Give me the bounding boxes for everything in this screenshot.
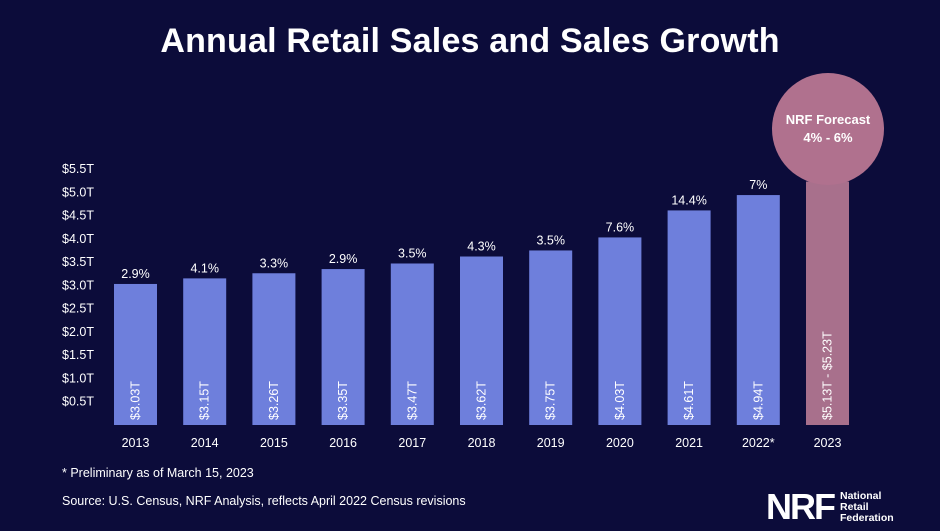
bar-value-label: $4.94T — [751, 381, 765, 420]
page-title: Annual Retail Sales and Sales Growth — [160, 22, 780, 60]
x-tick-label: 2022* — [742, 436, 775, 450]
growth-label: 2.9% — [121, 267, 150, 281]
y-tick-label: $2.5T — [62, 302, 94, 316]
x-tick-label: 2020 — [606, 436, 634, 450]
bar — [667, 210, 711, 425]
bar-value-label: $3.03T — [129, 381, 143, 420]
y-tick-label: $3.0T — [62, 278, 94, 292]
bar — [321, 269, 365, 425]
y-tick-label: $0.5T — [62, 395, 94, 409]
bar-value-label: $3.35T — [336, 381, 350, 420]
x-tick-label: 2015 — [260, 436, 288, 450]
x-tick-label: 2014 — [191, 436, 219, 450]
x-tick-label: 2017 — [398, 436, 426, 450]
bar-value-label: $3.15T — [198, 381, 212, 420]
logo-line-1: National — [840, 489, 882, 502]
x-tick-label: 2016 — [329, 436, 357, 450]
y-tick-label: $5.0T — [62, 185, 94, 199]
bar-value-label: $3.62T — [475, 381, 489, 420]
growth-label: 4.3% — [467, 240, 496, 254]
growth-label: 14.4% — [671, 193, 706, 207]
logo-mark: NRF — [766, 486, 836, 527]
x-tick-label: 2018 — [468, 436, 496, 450]
bar-value-label: $4.03T — [613, 381, 627, 420]
growth-label: 3.3% — [260, 256, 289, 270]
bar-value-label: $3.75T — [544, 381, 558, 420]
growth-label: 2.9% — [329, 252, 358, 266]
x-tick-label: 2019 — [537, 436, 565, 450]
logo-line-3: Federation — [840, 511, 894, 524]
forecast-badge-range: 4% - 6% — [803, 130, 853, 145]
x-tick-label: 2023 — [814, 436, 842, 450]
y-tick-label: $3.5T — [62, 255, 94, 269]
x-tick-label: 2013 — [122, 436, 150, 450]
bar — [736, 195, 780, 425]
bar — [183, 278, 227, 425]
logo-line-2: Retail — [840, 500, 869, 513]
bar-value-label: $3.26T — [267, 381, 281, 420]
y-tick-label: $4.0T — [62, 232, 94, 246]
bar — [252, 273, 296, 425]
bar-value-label: $3.47T — [405, 381, 419, 420]
y-tick-label: $1.0T — [62, 371, 94, 385]
growth-label: 7.6% — [606, 220, 635, 234]
logo-wordmark: National Retail Federation — [840, 489, 894, 524]
x-tick-label: 2021 — [675, 436, 703, 450]
footnote: * Preliminary as of March 15, 2023 — [62, 466, 254, 480]
forecast-bar — [806, 181, 849, 425]
y-tick-label: $1.5T — [62, 348, 94, 362]
y-tick-label: $4.5T — [62, 209, 94, 223]
growth-label: 4.1% — [190, 261, 219, 275]
bar-value-label: $4.61T — [682, 381, 696, 420]
growth-label: 3.5% — [536, 233, 565, 247]
bar — [114, 283, 157, 425]
bar — [529, 250, 573, 425]
forecast-badge: NRF Forecast 4% - 6% — [772, 73, 884, 185]
growth-label: 3.5% — [398, 246, 427, 260]
bar — [390, 263, 434, 425]
bar-value-label: $5.13T - $5.23T — [821, 331, 835, 420]
y-tick-label: $2.0T — [62, 325, 94, 339]
bar — [460, 256, 503, 425]
forecast-badge-label: NRF Forecast — [785, 112, 871, 127]
source-note: Source: U.S. Census, NRF Analysis, refle… — [62, 494, 466, 508]
bar — [598, 237, 642, 425]
nrf-logo: NRF National Retail Federation — [766, 486, 894, 527]
y-tick-label: $5.5T — [62, 162, 94, 176]
growth-label: 7% — [749, 178, 767, 192]
